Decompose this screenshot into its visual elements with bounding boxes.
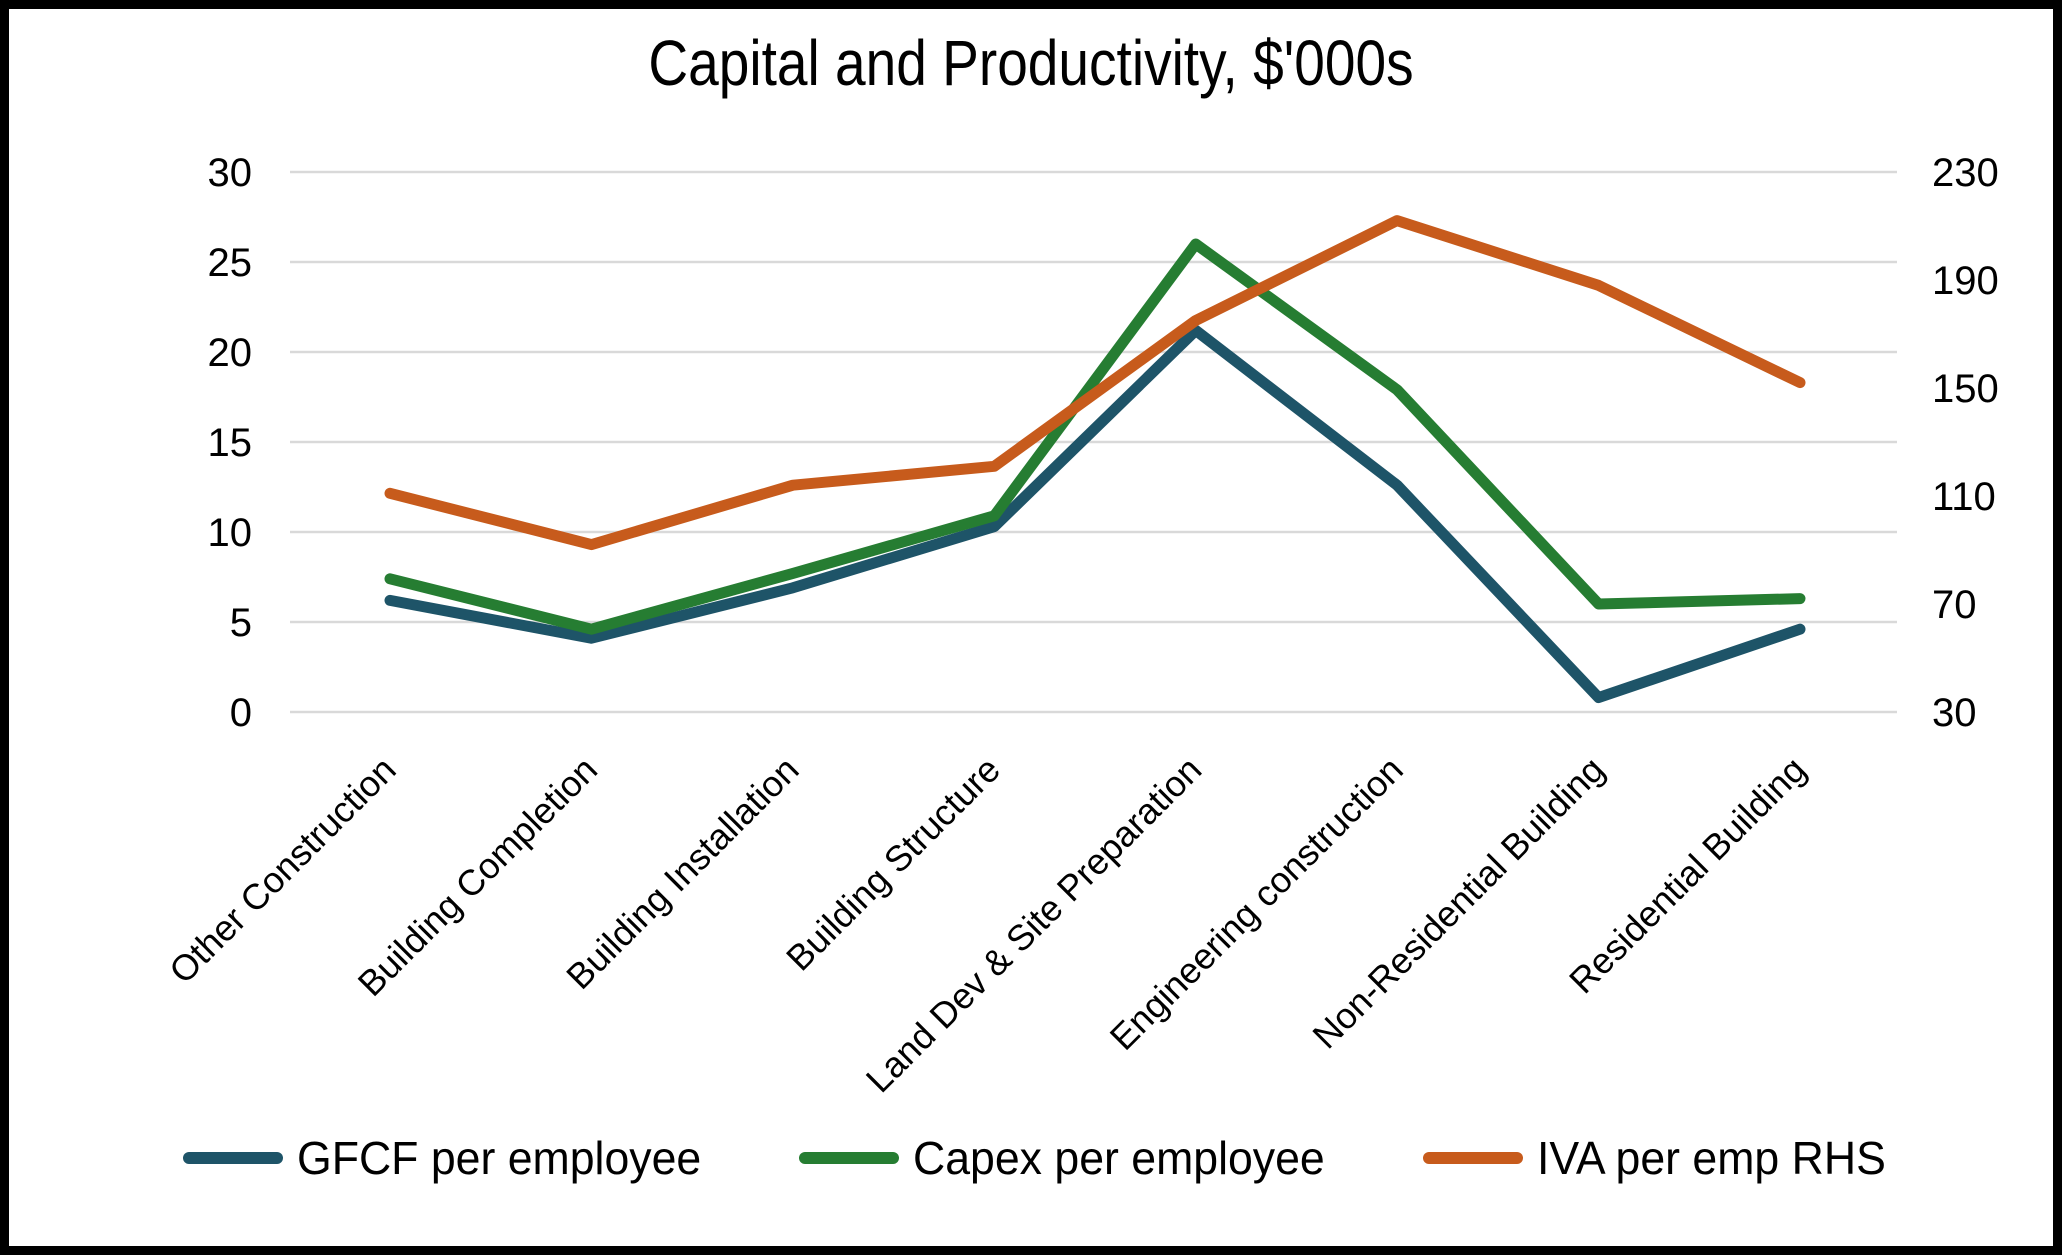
chart-legend: GFCF per employee Capex per employee IVA p…	[183, 1118, 1897, 1198]
legend-label: IVA per emp RHS	[1537, 1132, 1887, 1184]
right-axis-tick-label: 70	[1932, 583, 1977, 627]
chart-title: Capital and Productivity, $'000s	[648, 27, 1414, 99]
right-axis-tick-label: 190	[1932, 259, 1999, 303]
series-line-capex-per-employee	[384, 238, 1806, 635]
right-axis-tick-label: 230	[1932, 151, 1999, 195]
left-axis-tick-label: 25	[208, 241, 253, 285]
right-axis-tick-label: 30	[1932, 691, 1977, 735]
legend-label: Capex per employee	[913, 1132, 1326, 1184]
right-axis-tick-label: 110	[1932, 475, 1996, 519]
x-axis-category-label: Building Structure	[778, 749, 1008, 979]
right-axis-tick-label: 150	[1932, 367, 1999, 411]
left-axis-tick-label: 30	[208, 151, 253, 195]
x-axis-category-label: Other Construction	[161, 749, 404, 992]
legend-line-swatch-icon	[1423, 1152, 1524, 1164]
legend-line-swatch-icon	[183, 1152, 283, 1164]
legend-item: Capex per employee	[799, 1131, 1337, 1185]
legend-line-swatch-icon	[799, 1152, 900, 1164]
left-axis-tick-label: 15	[208, 421, 253, 465]
legend-item: GFCF per employee	[183, 1131, 714, 1185]
legend-label: GFCF per employee	[297, 1132, 702, 1184]
x-axis-category-label: Land Dev & Site Preparation	[858, 749, 1210, 1101]
left-axis-tick-label: 0	[230, 691, 252, 735]
series-line-gfcf-per-employee	[384, 324, 1806, 704]
left-axis-tick-label: 10	[208, 511, 253, 555]
left-axis-tick-label: 20	[208, 331, 253, 375]
legend-item: IVA per emp RHS	[1423, 1131, 1897, 1185]
series-line-iva-per-emp-rhs	[384, 215, 1806, 551]
left-axis-tick-label: 5	[230, 601, 252, 645]
